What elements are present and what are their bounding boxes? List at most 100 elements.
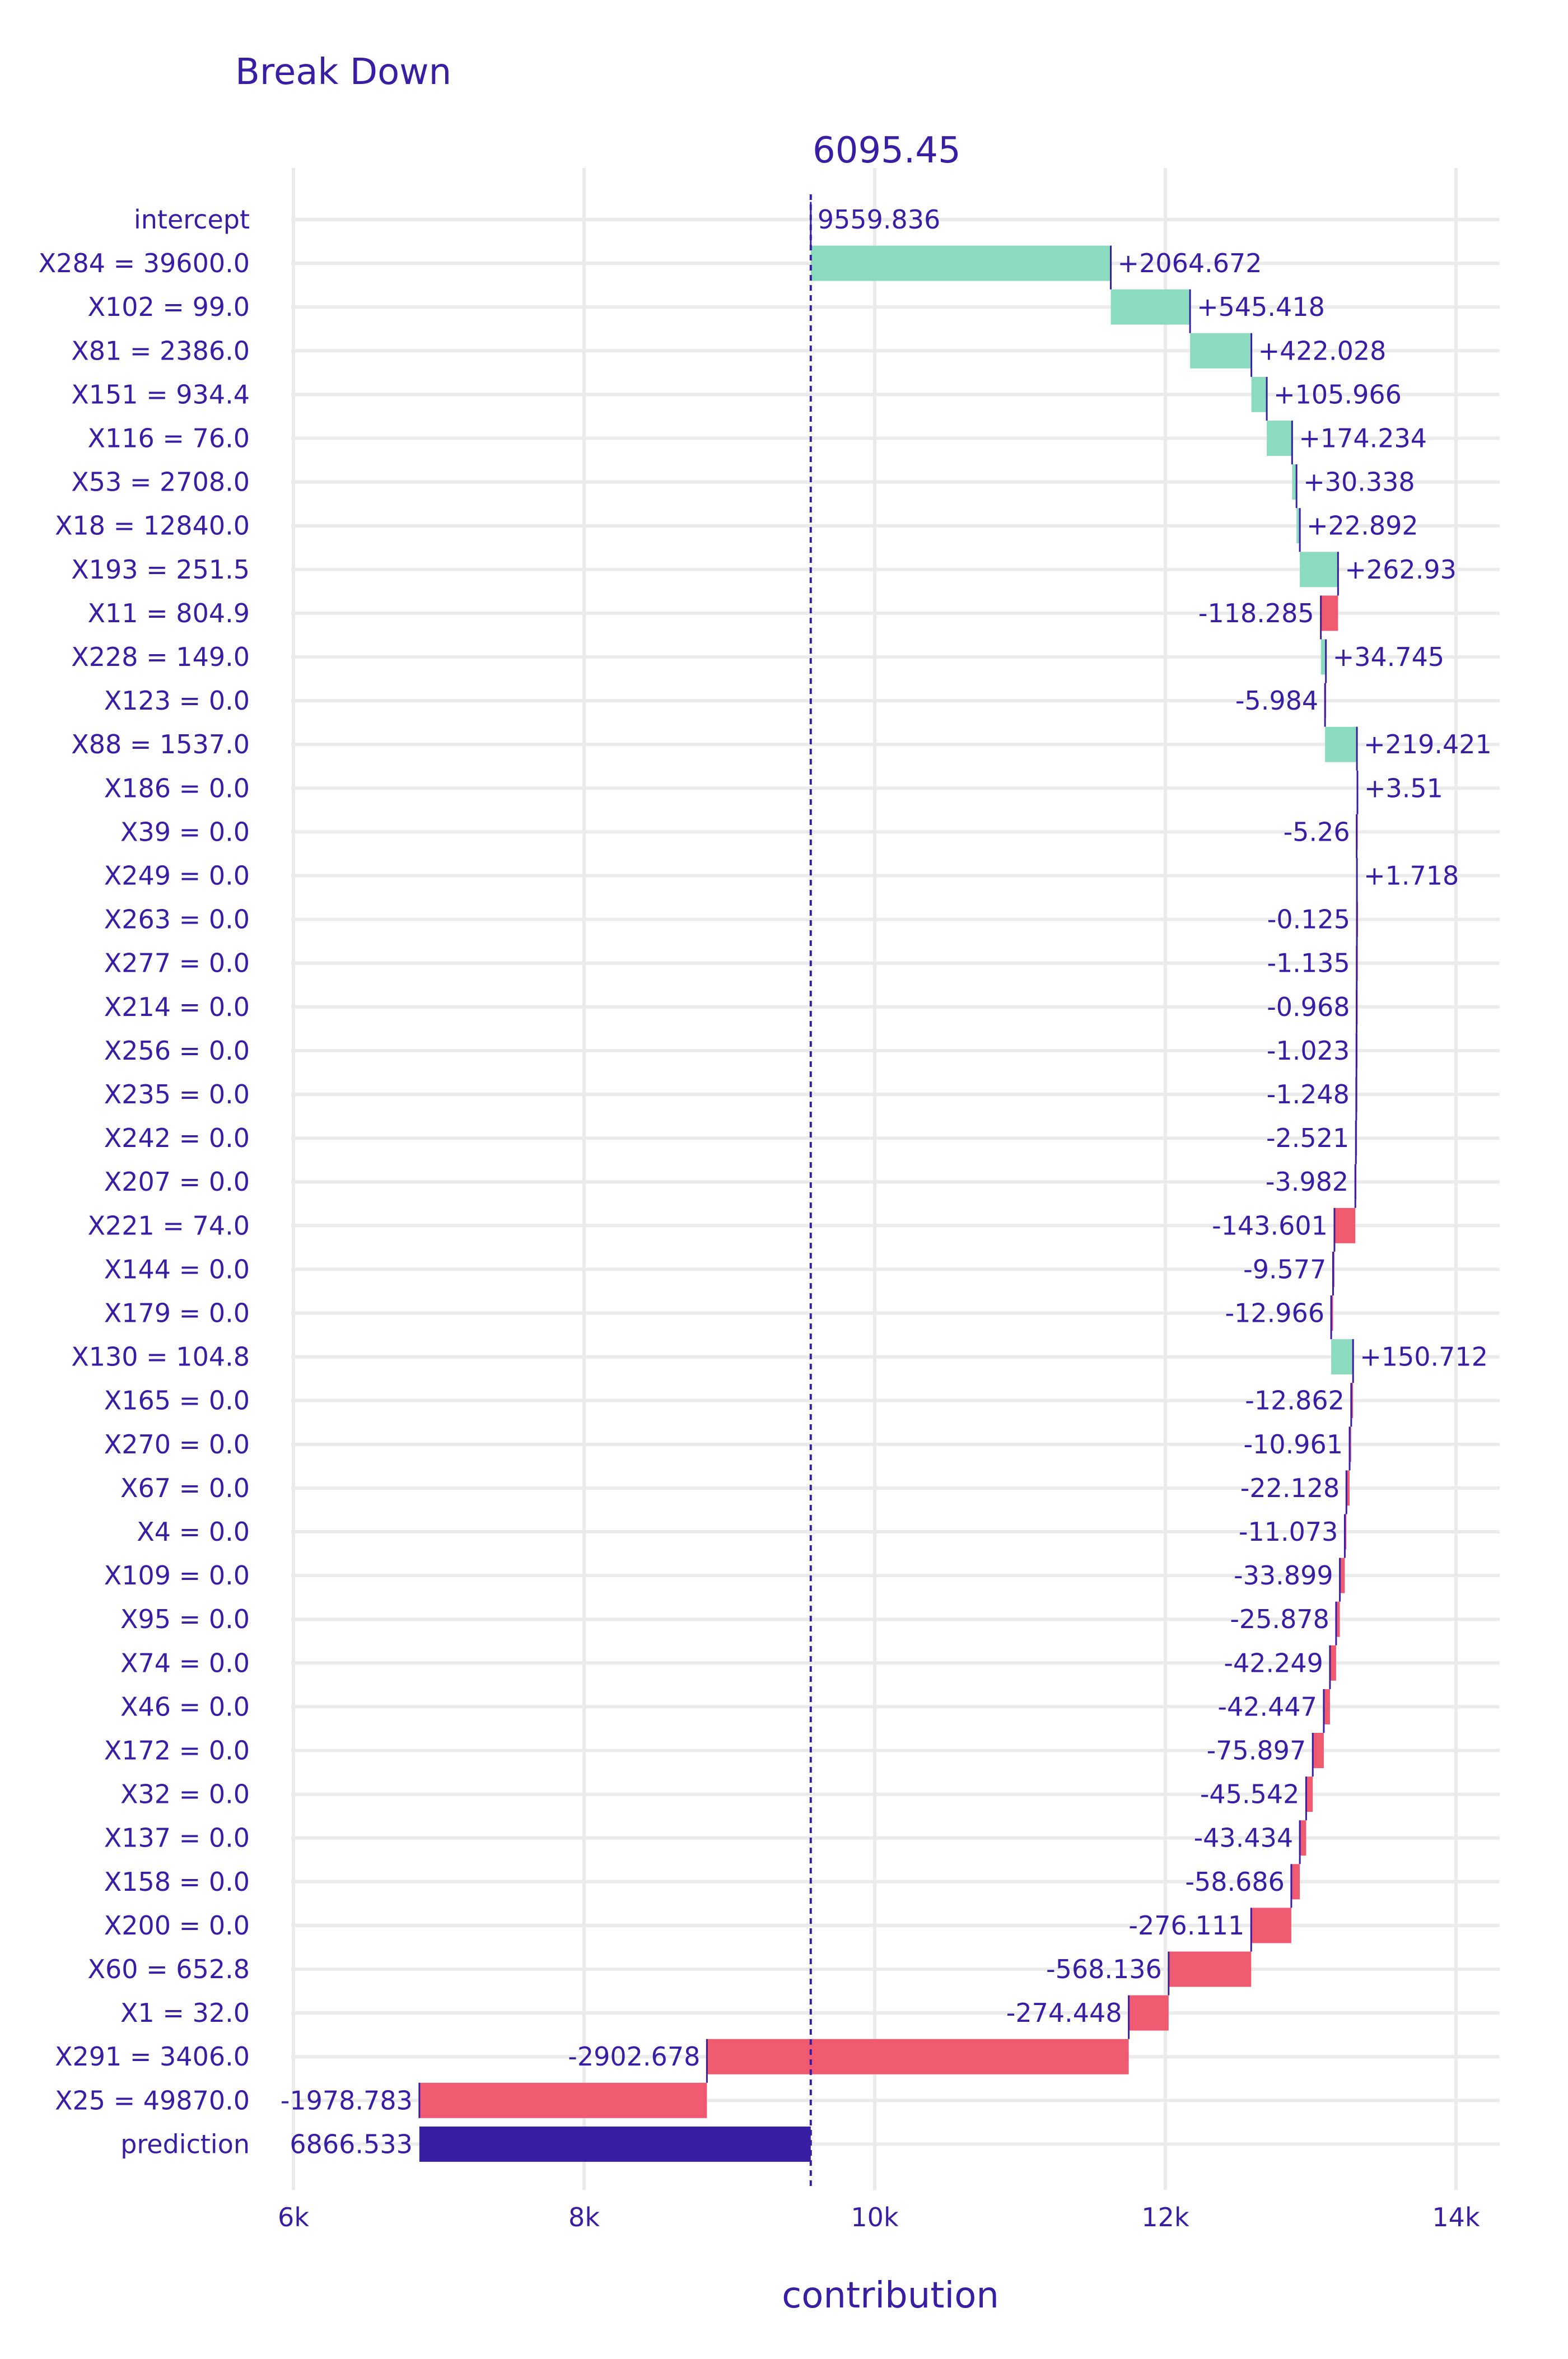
value-label: -25.878: [1230, 1604, 1329, 1634]
value-label: +2064.672: [1118, 248, 1262, 278]
bar-positive: [1292, 464, 1297, 500]
value-label: +219.421: [1364, 729, 1492, 759]
bar-negative: [1329, 1645, 1336, 1681]
variable-label: X193 = 251.5: [71, 554, 250, 585]
variable-label: X116 = 76.0: [87, 423, 250, 454]
value-label: -1978.783: [281, 2085, 413, 2115]
bar-positive: [1320, 639, 1326, 675]
bar-negative: [1300, 1820, 1306, 1856]
variable-label: X4 = 0.0: [137, 1517, 250, 1547]
bar-negative: [1128, 1995, 1169, 2031]
value-label: -2902.678: [568, 2041, 700, 2072]
variable-label: prediction: [120, 2129, 250, 2159]
value-label: -5.26: [1284, 817, 1350, 847]
x-axis-label: contribution: [782, 2275, 999, 2316]
variable-label: X88 = 1537.0: [71, 729, 250, 759]
variable-label: X25 = 49870.0: [55, 2085, 250, 2115]
value-label: +150.712: [1360, 1342, 1488, 1372]
variable-label: X67 = 0.0: [120, 1473, 250, 1503]
bar-negative: [1336, 1601, 1340, 1637]
value-label: -42.447: [1217, 1691, 1317, 1722]
value-label: -9.577: [1243, 1254, 1326, 1284]
variable-label: X60 = 652.8: [87, 1954, 250, 1984]
variable-label: X1 = 32.0: [120, 1998, 250, 2028]
variable-label: X242 = 0.0: [104, 1123, 250, 1153]
variable-label: X74 = 0.0: [120, 1648, 250, 1678]
value-label: 6866.533: [290, 2129, 413, 2159]
variable-label: X137 = 0.0: [104, 1823, 250, 1853]
value-label: +3.51: [1364, 773, 1443, 803]
value-label: -274.448: [1006, 1998, 1122, 2028]
variable-label: X32 = 0.0: [120, 1779, 250, 1810]
variable-label: X186 = 0.0: [104, 773, 250, 803]
value-label: +422.028: [1258, 335, 1387, 366]
value-label: +174.234: [1299, 423, 1427, 454]
bar-positive: [1331, 1339, 1354, 1375]
value-label: -58.686: [1185, 1867, 1285, 1897]
value-label: -42.249: [1224, 1648, 1323, 1678]
variable-label: X11 = 804.9: [87, 598, 250, 628]
bars: [418, 194, 1359, 2190]
value-label: -43.434: [1194, 1823, 1294, 1853]
variable-label: X270 = 0.0: [104, 1429, 250, 1460]
bar-negative: [1334, 1208, 1356, 1243]
x-tick-label: 14k: [1432, 2202, 1480, 2232]
bar-positive: [1190, 333, 1252, 369]
bar-total: [419, 2126, 811, 2162]
y-axis-labels: intercept 9559.836 X284 = 39600.0 +2064.672…: [39, 204, 1492, 2159]
value-label: -11.073: [1239, 1517, 1338, 1547]
value-label: -75.897: [1207, 1736, 1306, 1766]
value-label: -10.961: [1243, 1429, 1343, 1460]
variable-label: X200 = 0.0: [104, 1910, 250, 1941]
bar-positive: [810, 245, 1111, 281]
bar-negative: [1168, 1951, 1252, 1987]
value-label: -3.982: [1266, 1167, 1348, 1197]
value-label: -1.023: [1267, 1036, 1350, 1066]
value-label: -12.862: [1245, 1386, 1345, 1416]
value-label: -1.248: [1267, 1079, 1350, 1109]
value-label: +545.418: [1197, 292, 1325, 322]
value-label: +22.892: [1306, 511, 1418, 541]
variable-label: X228 = 149.0: [71, 642, 250, 672]
bar-negative: [1331, 1295, 1333, 1331]
bar-negative: [1351, 1383, 1354, 1419]
value-label: +262.93: [1345, 554, 1457, 585]
variable-label: X207 = 0.0: [104, 1167, 250, 1197]
variable-label: X109 = 0.0: [104, 1560, 250, 1591]
bar-negative: [1291, 1864, 1300, 1900]
bar-positive: [1325, 726, 1357, 762]
variable-label: X18 = 12840.0: [55, 511, 250, 541]
value-label: 9559.836: [818, 204, 941, 235]
variable-label: X130 = 104.8: [71, 1342, 250, 1372]
variable-label: X95 = 0.0: [120, 1604, 250, 1634]
value-label: -0.125: [1267, 905, 1350, 935]
value-label: +30.338: [1303, 467, 1415, 497]
value-label: -1.135: [1267, 948, 1350, 978]
bar-negative: [707, 2039, 1129, 2074]
value-label: -33.899: [1234, 1560, 1333, 1591]
value-label: -0.968: [1267, 992, 1350, 1022]
chart-title: Break Down: [235, 52, 451, 93]
variable-label: X81 = 2386.0: [71, 335, 250, 366]
variable-label: X263 = 0.0: [104, 905, 250, 935]
variable-label: X172 = 0.0: [104, 1736, 250, 1766]
bar-negative: [1340, 1558, 1345, 1593]
variable-label: X214 = 0.0: [104, 992, 250, 1022]
variable-label: X277 = 0.0: [104, 948, 250, 978]
bar-positive: [1296, 508, 1300, 544]
value-label: -22.128: [1240, 1473, 1340, 1503]
variable-label: X249 = 0.0: [104, 861, 250, 891]
bar-positive: [1251, 376, 1267, 412]
value-label: +1.718: [1364, 861, 1459, 891]
x-tick-label: 8k: [568, 2202, 600, 2232]
variable-label: X256 = 0.0: [104, 1036, 250, 1066]
bar-positive: [1300, 552, 1338, 588]
bar-negative: [419, 2082, 707, 2118]
bar-negative: [1320, 595, 1338, 631]
variable-label: X151 = 934.4: [71, 379, 250, 409]
variable-label: X165 = 0.0: [104, 1386, 250, 1416]
variable-label: X39 = 0.0: [120, 817, 250, 847]
variable-label: X291 = 3406.0: [55, 2041, 250, 2072]
bar-negative: [1323, 1689, 1330, 1724]
